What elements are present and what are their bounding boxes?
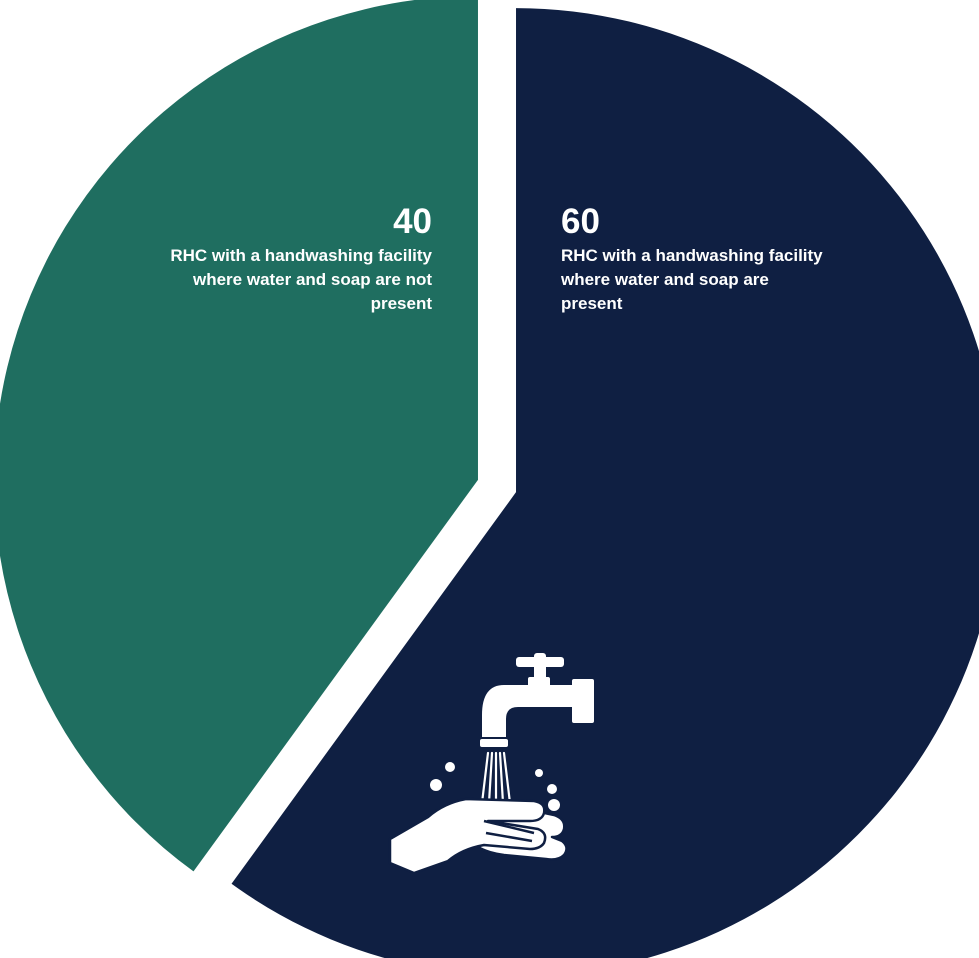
slice-value-not-present: 40	[393, 202, 432, 241]
slice-label-present: 60 RHC with a handwashing facility where…	[561, 202, 826, 316]
slice-label-not-present: 40 RHC with a handwashing facility where…	[167, 202, 432, 316]
pie-slice-present	[231, 8, 979, 958]
handwashing-icon	[388, 653, 594, 873]
slice-description-present: RHC with a handwashing facility where wa…	[561, 246, 823, 313]
slice-description-not-present: RHC with a handwashing facility where wa…	[170, 246, 432, 313]
slice-value-present: 60	[561, 202, 600, 241]
pie-slice-not-present	[0, 0, 478, 872]
